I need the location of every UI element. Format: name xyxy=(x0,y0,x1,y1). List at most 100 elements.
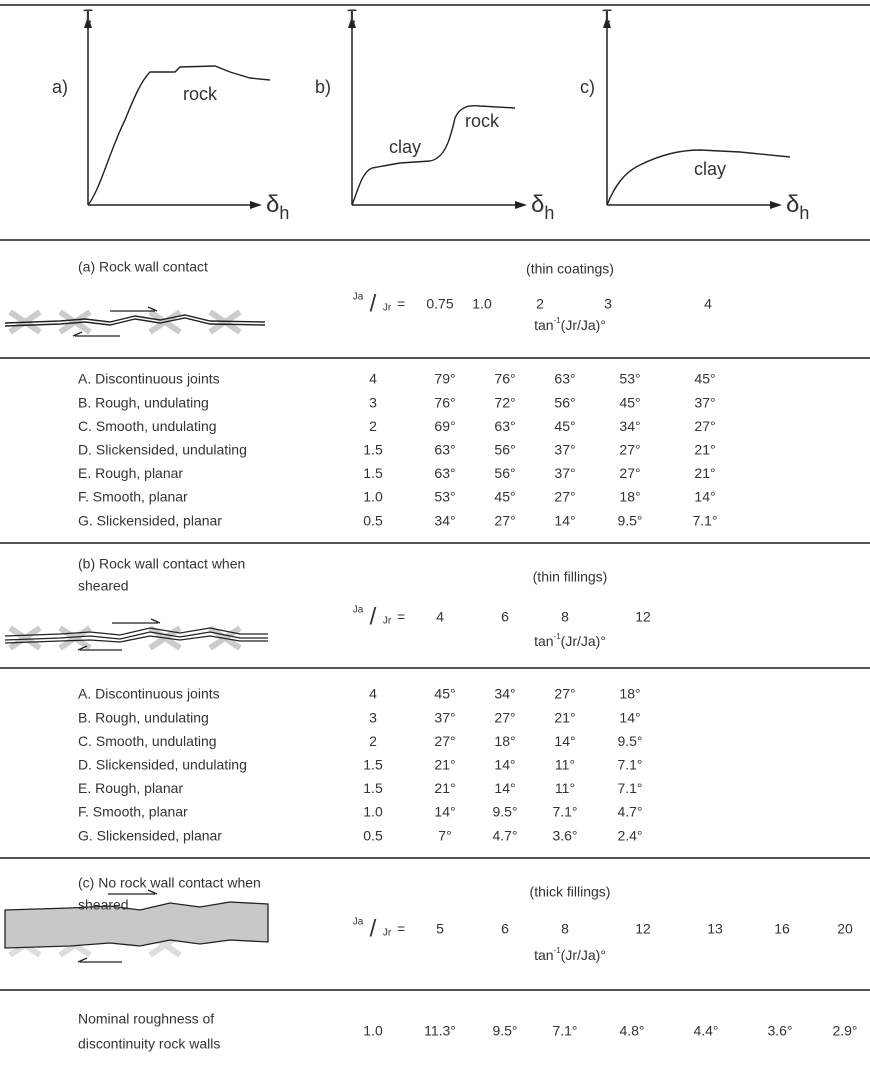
row-value: 9.5° xyxy=(492,804,517,820)
x-axis-symbol: δ xyxy=(531,191,544,218)
row-value: 18° xyxy=(494,733,515,749)
ja-value: 13 xyxy=(707,921,723,937)
row-value: 56° xyxy=(494,465,515,481)
formula: tan-1(Jr/Ja)° xyxy=(534,632,606,649)
row-value: 27° xyxy=(554,686,575,702)
x-axis-label: δh xyxy=(266,191,289,222)
row-value: 14° xyxy=(494,780,515,796)
row-jr: 2 xyxy=(369,733,377,749)
ja-value: 4 xyxy=(436,609,444,625)
ratio-den: Jr xyxy=(383,303,392,314)
row-jr: 4 xyxy=(369,371,377,387)
row-value: 21° xyxy=(694,465,715,481)
ratio-eq: = xyxy=(397,609,405,625)
row-jr: 1.5 xyxy=(363,442,383,458)
sketch-c xyxy=(5,890,268,962)
filling-label: (thin fillings) xyxy=(533,569,608,585)
final-value: 7.1° xyxy=(552,1023,577,1039)
row-jr: 0.5 xyxy=(363,512,383,528)
row-value: 37° xyxy=(694,394,715,410)
row-value: 45° xyxy=(619,394,640,410)
row-jr: 1.5 xyxy=(363,465,383,481)
formula-pre: tan xyxy=(534,633,553,649)
row-value: 18° xyxy=(619,686,640,702)
row-value: 63° xyxy=(434,465,455,481)
row-value: 14° xyxy=(494,757,515,773)
final-value: 11.3° xyxy=(424,1023,456,1039)
row-value: 45° xyxy=(494,489,515,505)
formula-pre: tan xyxy=(534,947,553,963)
ja-value: 8 xyxy=(561,921,569,937)
row-value: 56° xyxy=(554,394,575,410)
ja-value: 6 xyxy=(501,921,509,937)
row-label: B. Rough, undulating xyxy=(78,709,209,725)
row-label: D. Slickensided, undulating xyxy=(78,757,247,773)
row-value: 14° xyxy=(554,733,575,749)
row-value: 9.5° xyxy=(617,512,642,528)
ja-value: 3 xyxy=(604,296,612,312)
sketch-a xyxy=(5,307,265,336)
row-value: 14° xyxy=(694,489,715,505)
row-value: 7.1° xyxy=(692,512,717,528)
y-axis-label: τ xyxy=(347,1,357,28)
ja-value: 20 xyxy=(837,921,853,937)
row-value: 37° xyxy=(434,709,455,725)
filling-label: (thin coatings) xyxy=(526,261,614,277)
row-jr: 1.5 xyxy=(363,757,383,773)
row-jr: 1.0 xyxy=(363,804,383,820)
row-value: 2.4° xyxy=(617,827,642,843)
ratio-sep: / xyxy=(370,290,377,317)
section-title: (b) Rock wall contact when xyxy=(78,556,245,572)
formula-post: (Jr/Ja)° xyxy=(561,317,606,333)
row-value: 45° xyxy=(694,371,715,387)
ja-value: 12 xyxy=(635,921,651,937)
row-value: 27° xyxy=(494,512,515,528)
row-label: E. Rough, planar xyxy=(78,465,183,481)
formula-post: (Jr/Ja)° xyxy=(561,633,606,649)
final-value: 4.8° xyxy=(619,1023,644,1039)
curve-label: clay xyxy=(389,137,421,157)
diagram-graphics xyxy=(84,16,790,209)
row-jr: 3 xyxy=(369,394,377,410)
section-title: sheared xyxy=(78,897,129,913)
row-value: 27° xyxy=(494,709,515,725)
ratio-num: Ja xyxy=(353,605,364,616)
row-jr: 0.5 xyxy=(363,827,383,843)
row-jr: 3 xyxy=(369,709,377,725)
final-value: 3.6° xyxy=(767,1023,792,1039)
row-value: 63° xyxy=(494,418,515,434)
ratio-sep: / xyxy=(370,915,377,942)
ja-value: 4 xyxy=(704,296,712,312)
row-value: 37° xyxy=(554,465,575,481)
ja-value: 2 xyxy=(536,296,544,312)
section-title: (c) No rock wall contact when xyxy=(78,875,261,891)
formula: tan-1(Jr/Ja)° xyxy=(534,946,606,963)
final-value: 4.4° xyxy=(693,1023,718,1039)
row-value: 7° xyxy=(438,827,451,843)
row-label: D. Slickensided, undulating xyxy=(78,442,247,458)
section-title: (a) Rock wall contact xyxy=(78,259,208,275)
ja-value: 6 xyxy=(501,609,509,625)
row-value: 4.7° xyxy=(492,827,517,843)
section-title: sheared xyxy=(78,578,129,594)
row-label: C. Smooth, undulating xyxy=(78,418,217,434)
diagram-label: a) xyxy=(52,77,68,97)
x-axis-symbol: δ xyxy=(786,191,799,218)
x-axis-symbol: δ xyxy=(266,191,279,218)
row-value: 21° xyxy=(434,780,455,796)
row-value: 79° xyxy=(434,371,455,387)
row-value: 45° xyxy=(434,686,455,702)
filling-label: (thick fillings) xyxy=(530,884,611,900)
row-value: 27° xyxy=(619,442,640,458)
row-value: 53° xyxy=(619,371,640,387)
ja-value: 1.0 xyxy=(472,296,492,312)
ja-value: 8 xyxy=(561,609,569,625)
row-value: 63° xyxy=(554,371,575,387)
row-value: 27° xyxy=(434,733,455,749)
row-value: 21° xyxy=(434,757,455,773)
row-label: F. Smooth, planar xyxy=(78,489,188,505)
final-label: discontinuity rock walls xyxy=(78,1036,220,1052)
formula: tan-1(Jr/Ja)° xyxy=(534,316,606,333)
ratio-eq: = xyxy=(397,296,405,312)
row-value: 27° xyxy=(619,465,640,481)
